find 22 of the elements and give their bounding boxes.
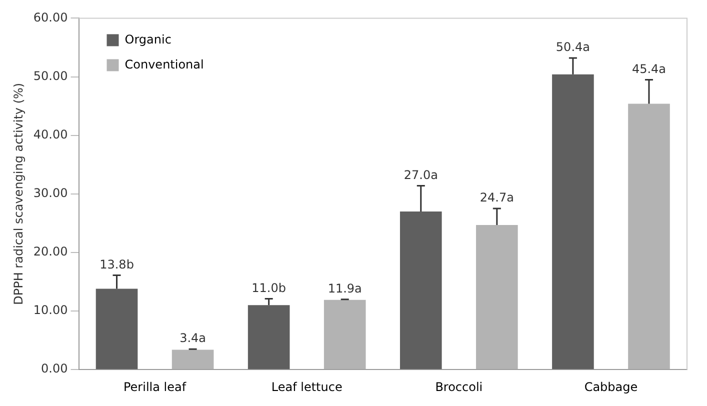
legend-label: Organic [124, 32, 172, 46]
x-tick-label: Perilla leaf [123, 380, 187, 394]
data-label: 11.0b [252, 280, 286, 295]
data-label: 24.7a [480, 190, 514, 205]
x-tick-label: Broccoli [435, 380, 483, 394]
y-tick-label: 60.00 [33, 10, 68, 24]
x-tick-label: Leaf lettuce [271, 380, 342, 394]
y-axis-title: DPPH radical scavenging activity (%) [11, 82, 26, 305]
data-label: 3.4a [180, 331, 206, 346]
legend-label: Conventional [124, 57, 204, 72]
y-tick-label: 10.00 [33, 303, 68, 318]
data-label: 45.4a [632, 62, 666, 76]
data-label: 27.0a [404, 168, 438, 182]
data-label: 11.9a [328, 281, 362, 296]
data-label: 13.8b [100, 257, 134, 272]
y-tick-label: 50.00 [33, 68, 68, 83]
y-tick-label: 30.00 [33, 186, 68, 200]
y-tick-label: 40.00 [33, 127, 68, 142]
x-tick-label: Cabbage [584, 380, 638, 394]
data-label: 50.4a [556, 40, 590, 54]
y-tick-label: 20.00 [33, 244, 68, 259]
y-tick-label: 0.00 [41, 362, 68, 376]
